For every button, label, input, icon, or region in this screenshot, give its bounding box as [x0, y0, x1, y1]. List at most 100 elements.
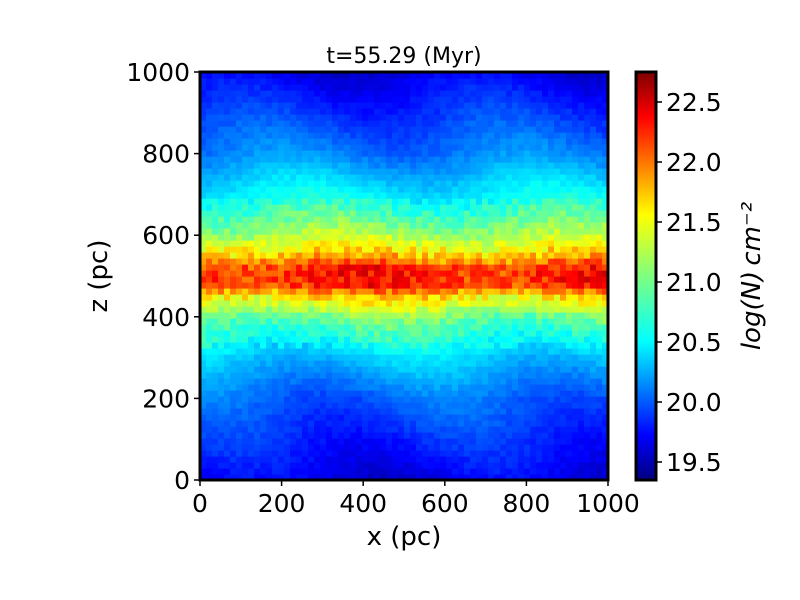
heatmap-cell — [212, 306, 219, 313]
heatmap-cell — [428, 204, 435, 211]
heatmap-cell — [380, 228, 387, 235]
heatmap-cell — [458, 318, 465, 325]
x-tick-label: 0 — [192, 489, 208, 518]
heatmap-cell — [278, 360, 285, 367]
heatmap-cell — [470, 276, 477, 283]
heatmap-cell — [254, 366, 261, 373]
heatmap-cell — [458, 366, 465, 373]
heatmap-cell — [362, 198, 369, 205]
heatmap-cell — [500, 402, 507, 409]
heatmap-cell — [542, 384, 549, 391]
heatmap-cell — [578, 162, 585, 169]
heatmap-cell — [284, 396, 291, 403]
heatmap-cell — [410, 180, 417, 187]
heatmap-cell — [350, 354, 357, 361]
heatmap-cell — [590, 372, 597, 379]
heatmap-cell — [422, 72, 429, 79]
heatmap-cell — [284, 162, 291, 169]
heatmap-cell — [518, 72, 525, 79]
heatmap-cell — [374, 198, 381, 205]
heatmap-cell — [560, 390, 567, 397]
heatmap-cell — [230, 450, 237, 457]
heatmap-cell — [398, 450, 405, 457]
heatmap-cell — [266, 444, 273, 451]
heatmap-cell — [218, 84, 225, 91]
heatmap-cell — [338, 306, 345, 313]
heatmap-cell — [584, 240, 591, 247]
heatmap-cell — [494, 222, 501, 229]
heatmap-cell — [338, 432, 345, 439]
heatmap-cell — [224, 414, 231, 421]
heatmap-cell — [242, 78, 249, 85]
heatmap-cell — [518, 456, 525, 463]
heatmap-cell — [242, 144, 249, 151]
heatmap-cell — [350, 198, 357, 205]
heatmap-cell — [566, 312, 573, 319]
heatmap-cell — [242, 354, 249, 361]
heatmap-cell — [488, 390, 495, 397]
heatmap-cell — [254, 252, 261, 259]
heatmap-cell — [470, 252, 477, 259]
heatmap-cell — [338, 90, 345, 97]
heatmap-cell — [230, 198, 237, 205]
heatmap-cell — [272, 240, 279, 247]
heatmap-cell — [350, 186, 357, 193]
heatmap-cell — [284, 318, 291, 325]
heatmap-cell — [446, 234, 453, 241]
heatmap-cell — [392, 426, 399, 433]
heatmap-cell — [512, 222, 519, 229]
heatmap-cell — [422, 198, 429, 205]
heatmap-cell — [332, 360, 339, 367]
heatmap-cell — [524, 144, 531, 151]
heatmap-cell — [230, 366, 237, 373]
heatmap-cell — [536, 462, 543, 469]
heatmap-cell — [518, 330, 525, 337]
heatmap-cell — [434, 420, 441, 427]
heatmap-cell — [536, 372, 543, 379]
heatmap-cell — [260, 240, 267, 247]
heatmap-cell — [518, 414, 525, 421]
heatmap-cell — [260, 462, 267, 469]
heatmap-cell — [494, 132, 501, 139]
heatmap-cell — [470, 462, 477, 469]
heatmap-cell — [254, 78, 261, 85]
heatmap-cell — [368, 234, 375, 241]
heatmap-cell — [368, 360, 375, 367]
heatmap-cell — [482, 408, 489, 415]
heatmap-cell — [518, 294, 525, 301]
heatmap-cell — [338, 174, 345, 181]
heatmap-cell — [344, 402, 351, 409]
heatmap-cell — [398, 204, 405, 211]
heatmap-cell — [494, 438, 501, 445]
heatmap-cell — [440, 342, 447, 349]
heatmap-cell — [218, 210, 225, 217]
heatmap-cell — [236, 246, 243, 253]
heatmap-cell — [518, 342, 525, 349]
heatmap-cell — [332, 186, 339, 193]
heatmap-cell — [566, 108, 573, 115]
heatmap-cell — [428, 186, 435, 193]
heatmap-cell — [512, 330, 519, 337]
heatmap-cell — [494, 396, 501, 403]
heatmap-cell — [410, 252, 417, 259]
heatmap-cell — [482, 456, 489, 463]
heatmap-cell — [524, 120, 531, 127]
heatmap-cell — [404, 204, 411, 211]
heatmap-cell — [212, 336, 219, 343]
heatmap-cell — [416, 204, 423, 211]
heatmap-cell — [230, 138, 237, 145]
heatmap-cell — [602, 84, 608, 91]
heatmap-cell — [302, 414, 309, 421]
heatmap-cell — [434, 348, 441, 355]
heatmap-cell — [512, 150, 519, 157]
heatmap-cell — [566, 372, 573, 379]
heatmap-cell — [530, 330, 537, 337]
heatmap-cell — [218, 360, 225, 367]
heatmap-cell — [470, 342, 477, 349]
heatmap-cell — [302, 252, 309, 259]
heatmap-cell — [206, 312, 213, 319]
heatmap-cell — [392, 384, 399, 391]
heatmap-cell — [266, 138, 273, 145]
heatmap-cell — [542, 462, 549, 469]
heatmap-cell — [308, 90, 315, 97]
